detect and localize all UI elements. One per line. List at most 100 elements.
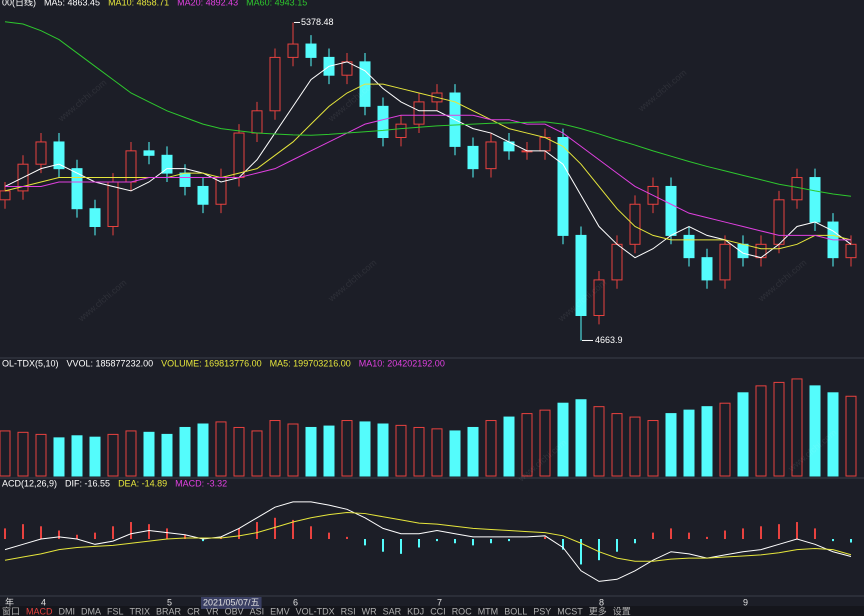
volume-bar	[305, 426, 317, 477]
x-tick-label: 7	[437, 597, 442, 607]
indicator-tab[interactable]: CR	[187, 606, 200, 616]
candle-body	[809, 177, 821, 223]
indicator-tab[interactable]: MTM	[478, 606, 499, 616]
volume-bar	[575, 399, 587, 477]
x-tick-label: 2021/05/07/五	[203, 597, 260, 607]
volume-bar	[17, 431, 29, 477]
tab-bar	[0, 606, 864, 616]
indicator-tab[interactable]: RSI	[341, 606, 356, 616]
volume-bar	[449, 430, 461, 477]
indicator-tab[interactable]: VR	[206, 606, 219, 616]
indicator-tab[interactable]: 更多	[589, 605, 607, 616]
candle-body	[575, 234, 587, 317]
volume-bar	[161, 433, 173, 477]
volume-bar	[413, 426, 425, 477]
legend-entry: MACD: -3.32	[175, 478, 227, 488]
x-tick-label: 4	[41, 597, 46, 607]
volume-bar	[539, 409, 551, 477]
x-tick-label: 年	[5, 596, 14, 607]
candle-body	[35, 141, 47, 165]
indicator-tab[interactable]: PSY	[533, 606, 551, 616]
volume-bar	[0, 430, 11, 477]
indicator-tab[interactable]: ASI	[250, 606, 265, 616]
candle-body	[269, 56, 281, 112]
legend-entry: VOLUME: 169813776.00	[161, 358, 262, 368]
volume-bar	[755, 385, 767, 477]
volume-bar	[719, 402, 731, 477]
legend-entry: MA5: 4863.45	[44, 0, 100, 7]
indicator-tab[interactable]: DMI	[59, 606, 76, 616]
legend-entry: VVOL: 185877232.00	[67, 358, 154, 368]
candle-body	[629, 203, 641, 245]
candle-body	[233, 132, 245, 179]
macd-line	[4, 511, 852, 562]
candle-body	[593, 279, 605, 317]
candle-body	[179, 172, 191, 187]
candle-body	[557, 137, 569, 236]
candle-body	[719, 243, 731, 281]
legend-entry: DEA: -14.89	[118, 478, 167, 488]
indicator-tab[interactable]: 设置	[613, 606, 631, 616]
volume-bar	[665, 413, 677, 477]
indicator-tab[interactable]: VOL-TDX	[296, 606, 335, 616]
legend-entry: MA60: 4943.15	[246, 0, 307, 7]
volume-bar	[503, 416, 515, 477]
indicator-tab[interactable]: BRAR	[156, 606, 182, 616]
legend-entry: MA10: 204202192.00	[359, 358, 445, 368]
candle-body	[143, 150, 155, 156]
volume-bar	[287, 423, 299, 477]
candle-body	[395, 123, 407, 139]
ma-line	[4, 21, 852, 197]
volume-bar	[557, 402, 569, 477]
indicator-tab[interactable]: WR	[362, 606, 377, 616]
candle-body	[791, 177, 803, 201]
indicator-tab[interactable]: EMV	[270, 606, 290, 616]
crosshair-date-box	[201, 597, 262, 609]
candle-body	[611, 243, 623, 281]
candle-body	[107, 181, 119, 228]
volume-bar	[35, 433, 47, 477]
candle-body	[0, 190, 11, 201]
volume-bar	[233, 426, 245, 477]
volume-bar	[521, 413, 533, 477]
indicator-tab[interactable]: KDJ	[407, 606, 424, 616]
candle-body	[53, 141, 65, 170]
candle-body	[485, 141, 497, 170]
volume-bar	[791, 378, 803, 477]
indicator-tab[interactable]: FSL	[107, 606, 124, 616]
candle-body	[467, 145, 479, 170]
indicator-tab[interactable]: DMA	[81, 606, 101, 616]
candle-body	[89, 208, 101, 228]
indicator-tab[interactable]: MACD	[26, 606, 53, 616]
volume-bar	[431, 428, 443, 477]
volume-bar	[683, 409, 695, 477]
volume-bar	[323, 425, 335, 477]
legend-entry: MA20: 4892.43	[177, 0, 238, 7]
legend-entry: ACD(12,26,9)	[2, 478, 57, 488]
indicator-tab[interactable]: TRIX	[130, 606, 151, 616]
volume-bar	[179, 426, 191, 477]
candle-body	[251, 110, 263, 134]
x-tick-label: 9	[743, 597, 748, 607]
candle-body	[683, 234, 695, 259]
volume-bar	[467, 426, 479, 477]
x-tick-label: 6	[293, 597, 298, 607]
volume-bar	[269, 420, 281, 477]
indicator-tab[interactable]: 窗口	[2, 605, 20, 616]
indicator-tab[interactable]: OBV	[225, 606, 244, 616]
volume-bar	[845, 395, 857, 477]
indicator-tab[interactable]: MCST	[557, 606, 583, 616]
volume-bar	[611, 413, 623, 477]
indicator-tab[interactable]: ROC	[452, 606, 473, 616]
candle-body	[701, 257, 713, 281]
candle-body	[161, 154, 173, 174]
volume-bar	[629, 416, 641, 477]
volume-bar	[89, 436, 101, 477]
indicator-tab[interactable]: BOLL	[504, 606, 527, 616]
volume-bar	[359, 421, 371, 477]
indicator-tab[interactable]: CCI	[430, 606, 446, 616]
indicator-tab[interactable]: SAR	[383, 606, 402, 616]
volume-bar	[107, 433, 119, 477]
volume-bar	[485, 420, 497, 477]
